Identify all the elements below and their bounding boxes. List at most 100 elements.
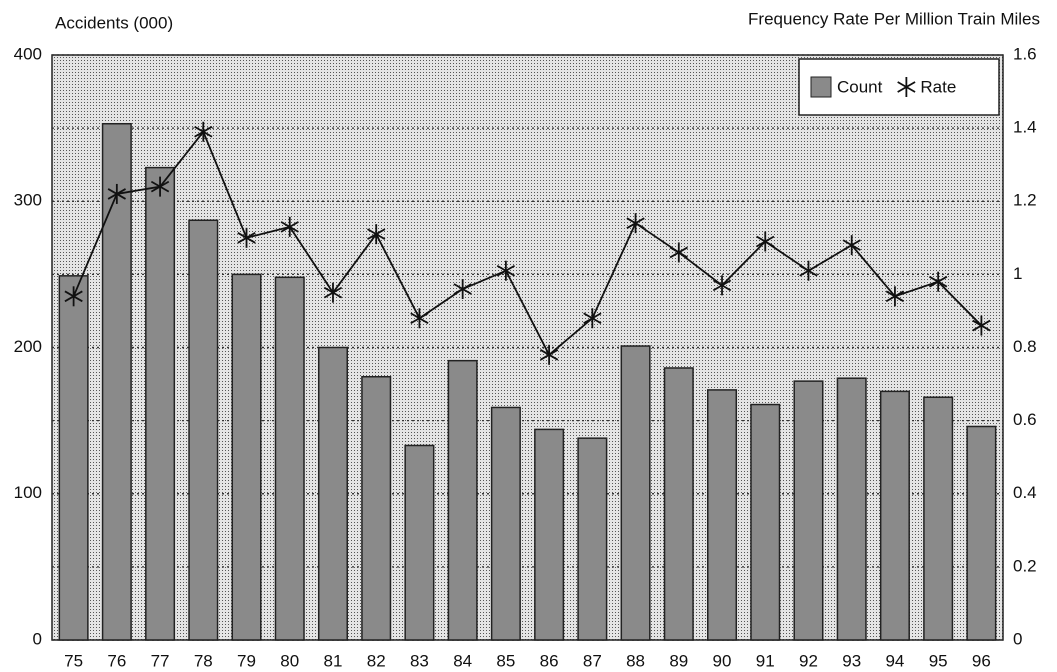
- rate-marker: [107, 183, 126, 204]
- bar: [750, 403, 781, 641]
- bar: [620, 345, 651, 641]
- bar: [923, 396, 954, 641]
- bar: [836, 377, 867, 641]
- rate-marker: [323, 282, 343, 303]
- y2-axis-label: Frequency Rate Per Million Train Miles: [748, 9, 1040, 28]
- rate-marker: [712, 275, 732, 296]
- bar: [793, 380, 824, 641]
- rate-marker: [496, 260, 516, 281]
- x-tick-label: 79: [237, 651, 256, 670]
- bar: [577, 437, 608, 641]
- y2-tick-label: 0.6: [1013, 410, 1037, 429]
- bar: [879, 390, 910, 641]
- y2-tick-label: 0.4: [1013, 483, 1037, 502]
- x-tick-label: 86: [540, 651, 559, 670]
- rate-marker: [237, 227, 256, 248]
- x-tick-label: 78: [194, 651, 213, 670]
- x-tick-label: 96: [972, 651, 991, 670]
- y2-tick-label: 0.8: [1013, 337, 1037, 356]
- bar: [966, 425, 997, 641]
- bar: [58, 275, 89, 641]
- rate-marker: [367, 224, 386, 245]
- rate-marker-stroke: [799, 264, 818, 277]
- legend-box: [798, 58, 1000, 116]
- rate-marker: [539, 344, 559, 365]
- rate-marker: [929, 271, 948, 292]
- bar: [490, 406, 521, 641]
- legend-label: Rate: [920, 77, 956, 96]
- bar: [534, 428, 565, 641]
- y2-tick-label: 1.4: [1013, 118, 1037, 137]
- rate-marker: [64, 286, 83, 307]
- x-tick-label: 76: [107, 651, 126, 670]
- x-tick-label: 77: [151, 651, 170, 670]
- rate-marker: [583, 308, 602, 329]
- x-tick-label: 93: [842, 651, 861, 670]
- x-tick-label: 90: [713, 651, 732, 670]
- rate-marker: [897, 77, 916, 97]
- rate-line: [72, 130, 983, 357]
- x-tick-label: 89: [669, 651, 688, 670]
- rate-marker-stroke: [756, 235, 775, 248]
- x-tick-label: 91: [756, 651, 775, 670]
- rate-marker: [756, 231, 775, 252]
- x-tick-label: 85: [496, 651, 515, 670]
- x-tick-label: 87: [583, 651, 602, 670]
- x-tick-label: 82: [367, 651, 386, 670]
- rate-marker-stroke: [583, 312, 602, 325]
- rate-marker-stroke: [237, 232, 256, 244]
- bar: [663, 367, 694, 641]
- x-tick-label: 80: [280, 651, 299, 670]
- rate-marker: [669, 242, 688, 263]
- x-tick-label: 94: [885, 651, 904, 670]
- rate-marker-stroke: [885, 290, 905, 303]
- bar: [447, 359, 478, 641]
- legend-label: Count: [837, 77, 883, 96]
- rate-marker-stroke: [150, 180, 170, 193]
- x-tick-label: 92: [799, 651, 818, 670]
- rate-marker: [150, 176, 170, 197]
- rate-marker-stroke: [842, 239, 861, 251]
- rate-marker: [410, 308, 429, 329]
- x-tick-label: 84: [453, 651, 472, 670]
- rate-marker: [626, 213, 645, 234]
- y-tick-label: 400: [14, 44, 42, 63]
- rate-marker-stroke: [410, 312, 429, 325]
- y2-tick-label: 0: [1013, 629, 1022, 648]
- rate-marker: [885, 286, 905, 307]
- bar: [317, 346, 348, 641]
- rate-marker: [280, 216, 299, 237]
- bar: [145, 166, 176, 641]
- y2-tick-label: 0.2: [1013, 556, 1037, 575]
- rate-marker-stroke: [323, 286, 343, 299]
- rate-marker-stroke: [280, 221, 299, 233]
- x-tick-label: 95: [929, 651, 948, 670]
- bar: [707, 389, 738, 641]
- bar: [361, 376, 392, 641]
- rate-marker-stroke: [929, 275, 948, 288]
- rate-marker-stroke: [367, 228, 386, 240]
- x-tick-label: 75: [64, 651, 83, 670]
- y-tick-label: 0: [33, 629, 42, 648]
- rate-marker-stroke: [453, 283, 472, 295]
- rate-marker-stroke: [194, 126, 213, 138]
- bar: [274, 276, 305, 641]
- y-tick-label: 300: [14, 191, 42, 210]
- rate-marker-stroke: [539, 349, 559, 361]
- rate-marker-stroke: [712, 279, 732, 292]
- rate-marker: [972, 315, 991, 336]
- x-tick-label: 88: [626, 651, 645, 670]
- y-tick-label: 200: [14, 337, 42, 356]
- bar: [231, 273, 262, 641]
- y2-tick-label: 1.6: [1013, 44, 1037, 63]
- rate-marker: [799, 260, 818, 281]
- y2-tick-label: 1: [1013, 264, 1022, 283]
- rate-marker-stroke: [64, 290, 83, 303]
- y-axis-label: Accidents (000): [55, 13, 173, 32]
- rate-marker-stroke: [897, 81, 916, 93]
- y-tick-label: 100: [14, 483, 42, 502]
- rate-marker: [842, 235, 861, 256]
- rate-marker-stroke: [626, 217, 645, 229]
- legend-swatch: [810, 76, 832, 98]
